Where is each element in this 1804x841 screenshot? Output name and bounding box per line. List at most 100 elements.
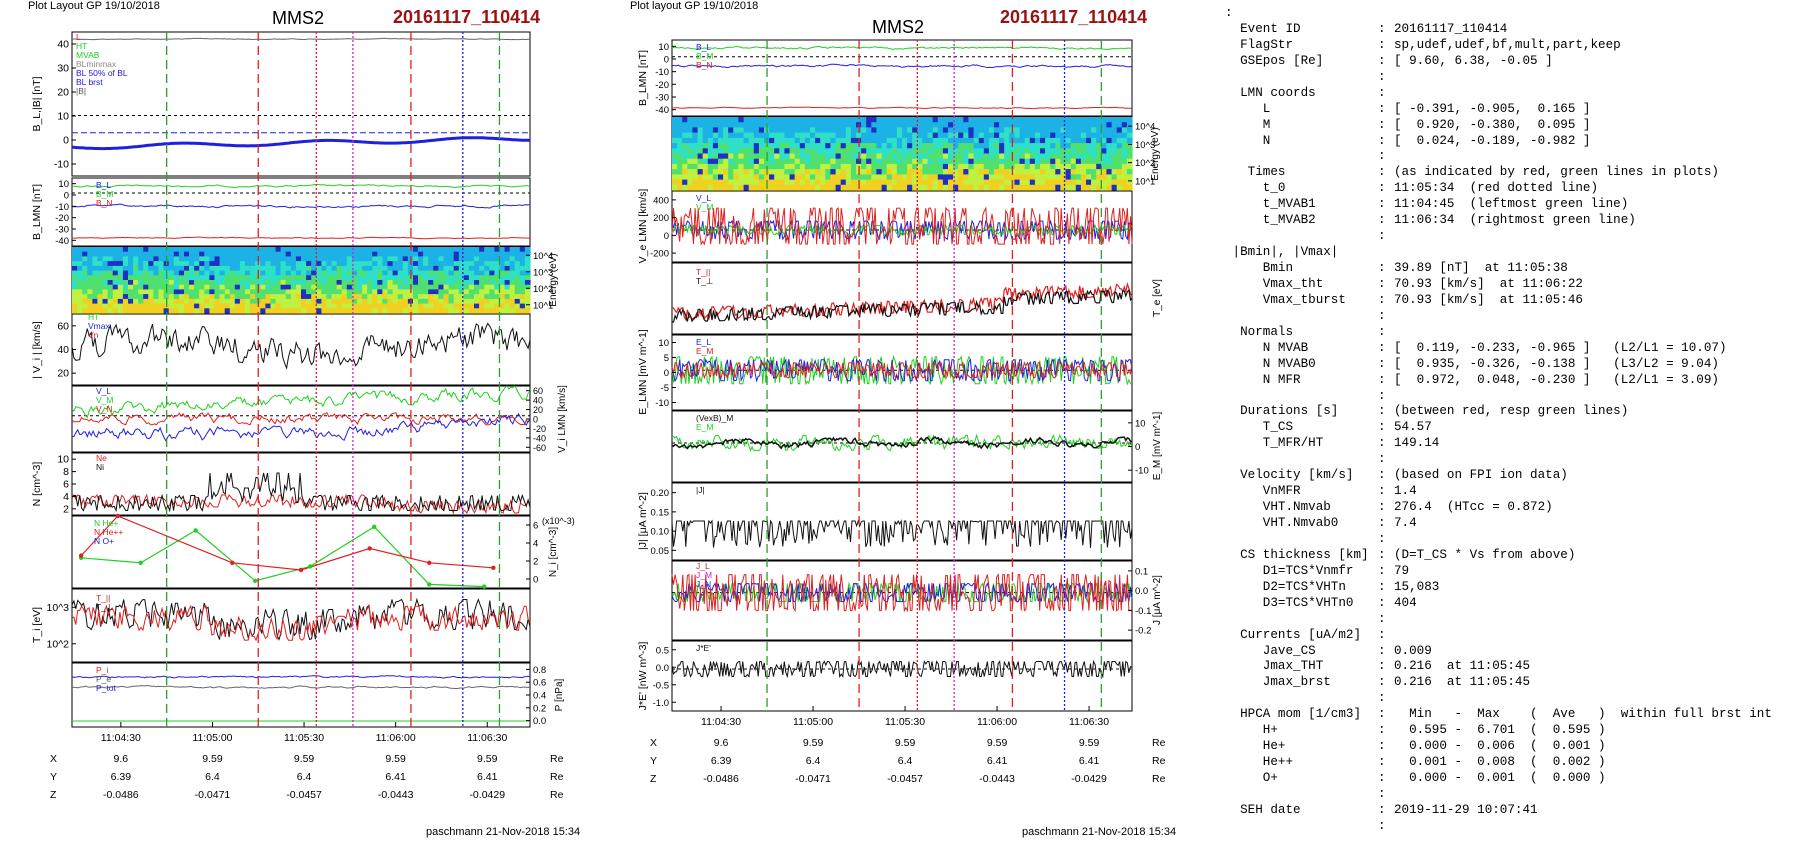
spectrogram-cell [413,298,419,305]
spectrogram-cell [1121,137,1128,144]
spectrogram-cell [285,284,292,290]
spectrogram-cell [1080,132,1087,139]
pos-value: 9.59 [987,737,1008,749]
info-colon: : [1378,21,1386,36]
spectrogram-cell [418,294,424,300]
spectrogram-cell [896,143,903,149]
info-colon [1233,6,1249,22]
spectrogram-cell [983,179,990,186]
pos-row-label: Y [50,771,57,783]
spectrogram-cell [712,148,719,155]
spectrogram-cell [117,261,124,267]
spectrogram-cell [117,294,124,300]
spectrogram-cell [1106,158,1113,165]
spectrogram-cell [932,158,939,165]
spectrogram-cell [107,308,114,314]
spectrogram-cell [779,174,785,181]
spectrogram-cell [77,247,83,253]
y-tick-label: 0 [533,575,538,586]
spectrogram-cell [856,174,862,181]
legend-entry: Ne [96,453,107,463]
spectrogram-cell [189,289,195,295]
spectrogram-cell [784,122,791,128]
spectrogram-cell [1101,184,1107,191]
spectrogram-cell [397,256,404,262]
spectrogram-cell [458,308,465,314]
spectrogram-cell [794,117,801,123]
spectrogram-cell [428,303,434,309]
spectrogram-cell [1075,137,1082,144]
spectrogram-cell [458,261,465,267]
spectrogram-cell [1029,148,1036,155]
spectrogram-cell [275,261,282,267]
spectrogram-cell [143,256,149,262]
spectrogram-cell [718,137,724,144]
spectrogram-cell [830,158,837,165]
spectrogram-cell [922,137,929,144]
spectrogram-cell [87,251,93,257]
spectrogram-cell [285,256,292,262]
spectrogram-cell [702,127,709,134]
spectrogram-cell [815,153,821,160]
spectrogram-cell [214,251,221,257]
spectrogram-cell [687,184,693,191]
spectrogram-cell [301,294,307,300]
spectrogram-cell [219,247,226,253]
spectrogram-cell [295,284,302,290]
spectrogram-cell [815,179,821,186]
spectrogram-cell [306,298,312,305]
spectrogram-cell [983,132,990,139]
spectrogram-cell [468,261,475,267]
spectrogram-cell [733,127,739,134]
spectrogram-cell [509,247,516,253]
spectrogram-cell [224,303,231,309]
spectrogram-cell [321,280,328,286]
spectrogram-cell [866,163,872,170]
spectrogram-cell [275,298,282,305]
spectrogram-cell [815,127,821,134]
spectrogram-cell [937,153,944,160]
info-row: O+: 0.000 - 0.001 ( 0.000 ) [1225,771,1800,787]
spectrogram-cell [697,179,704,186]
spectrogram-cell [1080,184,1087,191]
spectrogram-cell [295,303,302,309]
spectrogram-cell [321,251,328,257]
spectrogram-cell [948,184,954,191]
spectrogram-cell [326,275,333,281]
spectrogram-cell [367,270,373,276]
spectrogram-cell [835,127,842,134]
spectrogram-cell [138,280,144,286]
spectrogram-cell [881,169,888,175]
spectrogram-cell [1040,117,1046,123]
spectrogram-cell [392,270,399,276]
spectrogram-cell [362,308,368,314]
spectrogram-cell [519,294,526,300]
spectrogram-cell [912,122,918,128]
spectrogram-cell [402,284,409,290]
info-key: |Bmin|, |Vmax| [1225,245,1339,260]
info-colon: : [1378,531,1386,546]
HeP-point [253,578,258,583]
spectrogram-cell [448,247,455,253]
spectrogram-cell [978,132,985,139]
spectrogram-cell [107,298,114,305]
y-tick-label: 60 [533,386,543,396]
spectrogram-cell [443,261,450,267]
left-panel-2 [71,177,531,247]
spectrogram-cell [514,247,521,253]
spectrogram-cell [224,294,231,300]
spectrogram-cell [692,174,699,181]
spectrogram-cell [301,251,307,257]
spectrogram-cell [1019,143,1026,149]
spectrogram-cell [351,294,358,300]
spectrogram-cell [72,289,78,295]
spectrogram-cell [153,289,160,295]
info-row: He+: 0.000 - 0.006 ( 0.001 ) [1225,739,1800,755]
spectrogram-cell [1024,122,1031,128]
right-footer: paschmann 21-Nov-2018 15:34 [1022,826,1177,838]
spectrogram-cell [983,127,990,134]
spectrogram-cell [712,137,719,144]
spectrogram-cell [861,169,867,175]
spectrogram-cell [82,275,88,281]
spectrogram-cell [245,256,251,262]
